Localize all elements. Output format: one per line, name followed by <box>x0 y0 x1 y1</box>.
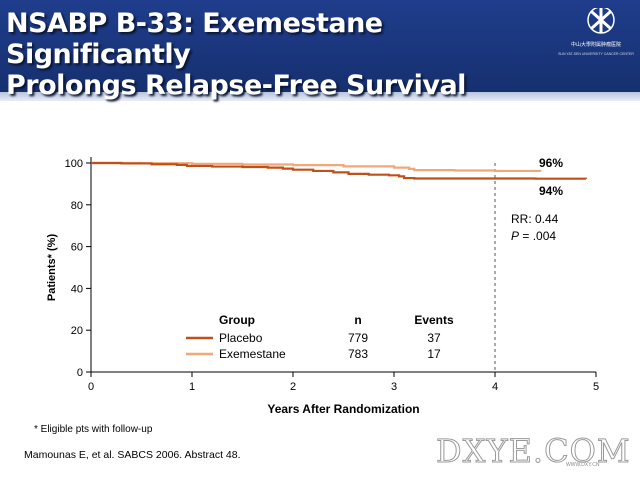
logo-text: 中山大學附属肿瘤医院 <box>570 42 621 48</box>
rr-annotation: RR: 0.44 <box>511 212 559 226</box>
chart-axes <box>90 157 596 373</box>
watermark-url: WWW.DXY.CN <box>566 462 600 468</box>
watermark: DXYE.COM <box>436 432 631 471</box>
logo-subtext: SUN YAT-SEN UNIVERSITY CANCER CENTER <box>558 52 634 56</box>
y-axis-title: Patients* (%) <box>46 234 58 302</box>
title-line-1: NSABP B-33: Exemestane Significantly <box>6 8 383 70</box>
x-tick-label: 2 <box>290 381 296 393</box>
y-tick-label: 20 <box>71 325 83 337</box>
curve-exemestane <box>91 161 542 173</box>
curve-placebo <box>91 161 587 180</box>
legend-name-placebo: Placebo <box>219 331 263 345</box>
legend-header-n: n <box>354 313 361 327</box>
legend-events-exemestane: 17 <box>427 347 441 361</box>
y-tick-label: 40 <box>71 283 83 295</box>
x-tick-label: 5 <box>593 381 599 393</box>
legend-n-placebo: 779 <box>348 331 368 345</box>
cancer-center-logo-icon <box>587 8 615 34</box>
y-tick-label: 0 <box>77 367 83 379</box>
survival-curves <box>91 161 587 180</box>
p-value: = .004 <box>519 229 556 243</box>
x-tick-label: 0 <box>88 381 94 393</box>
citation: Mamounas E, et al. SABCS 2006. Abstract … <box>24 449 241 461</box>
legend-header-group: Group <box>219 313 255 327</box>
legend-events-placebo: 37 <box>427 331 441 345</box>
title-line-2: Prolongs Relapse-Free Survival <box>6 70 466 101</box>
x-tick-label: 1 <box>189 381 195 393</box>
y-tick-label: 60 <box>71 242 83 254</box>
end-label-exemestane: 96% <box>539 156 563 170</box>
slide-header <box>0 0 640 92</box>
y-tick-label: 80 <box>71 200 83 212</box>
chart-legend: Group n Events Placebo 779 37 Exemestane 783 17 <box>186 313 454 361</box>
x-tick-label: 3 <box>391 381 397 393</box>
header-divider <box>0 92 640 101</box>
legend-header-events: Events <box>414 313 454 327</box>
slide-title: NSABP B-33: Exemestane Significantly Pro… <box>6 8 566 101</box>
y-tick-label: 100 <box>65 158 83 170</box>
legend-n-exemestane: 783 <box>348 347 368 361</box>
footnote: * Eligible pts with follow-up <box>34 424 153 435</box>
chart-ticks: 0 1 2 3 4 5 0 20 40 60 80 100 <box>65 158 599 393</box>
p-value-annotation: P = .004 <box>511 229 556 243</box>
end-label-placebo: 94% <box>539 184 563 198</box>
x-tick-label: 4 <box>492 381 498 393</box>
chart-labels: Years After Randomization Patients* (%) 96… <box>46 156 563 416</box>
p-label: P <box>511 229 519 243</box>
legend-name-exemestane: Exemestane <box>219 347 286 361</box>
x-axis-title: Years After Randomization <box>267 402 419 416</box>
